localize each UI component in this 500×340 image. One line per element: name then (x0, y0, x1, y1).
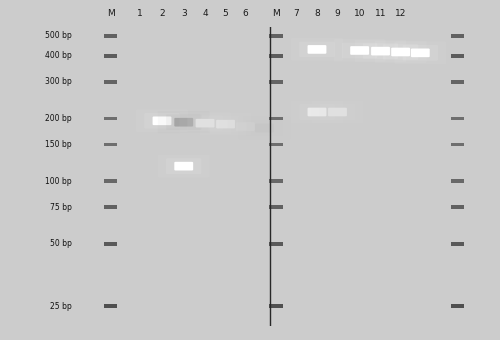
Text: 500 bp: 500 bp (45, 31, 72, 40)
Bar (104, 304, 118, 308)
Text: 4: 4 (202, 9, 208, 18)
Bar (270, 54, 282, 58)
FancyBboxPatch shape (300, 104, 334, 120)
FancyBboxPatch shape (174, 162, 193, 170)
Text: 75 bp: 75 bp (50, 203, 72, 211)
Bar (450, 80, 464, 84)
FancyBboxPatch shape (391, 48, 410, 56)
Text: 6: 6 (242, 9, 248, 18)
FancyBboxPatch shape (342, 43, 378, 58)
Bar (104, 54, 118, 58)
FancyBboxPatch shape (136, 109, 188, 132)
Bar (270, 179, 282, 183)
FancyBboxPatch shape (174, 118, 193, 126)
FancyBboxPatch shape (220, 115, 271, 138)
FancyBboxPatch shape (238, 117, 290, 139)
FancyBboxPatch shape (394, 41, 446, 64)
Bar (270, 80, 282, 84)
FancyBboxPatch shape (308, 108, 326, 116)
FancyBboxPatch shape (312, 101, 364, 123)
Bar (450, 205, 464, 209)
Bar (450, 304, 464, 308)
Bar (104, 142, 118, 147)
Bar (104, 179, 118, 183)
Text: 2: 2 (159, 9, 165, 18)
FancyBboxPatch shape (179, 112, 231, 134)
Text: 3: 3 (181, 9, 186, 18)
FancyBboxPatch shape (166, 158, 202, 174)
Text: 1: 1 (136, 9, 142, 18)
FancyBboxPatch shape (350, 46, 369, 55)
Bar (104, 80, 118, 84)
Text: 100 bp: 100 bp (45, 176, 72, 186)
Bar (270, 117, 282, 120)
Text: 11: 11 (375, 9, 386, 18)
Bar (270, 242, 282, 245)
Bar (450, 117, 464, 120)
FancyBboxPatch shape (208, 116, 243, 132)
FancyBboxPatch shape (363, 43, 398, 59)
FancyBboxPatch shape (228, 119, 263, 134)
Text: 5: 5 (222, 9, 228, 18)
FancyBboxPatch shape (308, 45, 326, 54)
FancyBboxPatch shape (320, 104, 355, 120)
Text: 12: 12 (395, 9, 406, 18)
Text: 300 bp: 300 bp (45, 78, 72, 86)
FancyBboxPatch shape (247, 120, 282, 136)
FancyBboxPatch shape (334, 39, 386, 62)
Text: 8: 8 (314, 9, 320, 18)
Bar (450, 54, 464, 58)
Text: M: M (272, 9, 280, 18)
Bar (270, 304, 282, 308)
FancyBboxPatch shape (354, 40, 406, 62)
Text: 50 bp: 50 bp (50, 239, 72, 248)
FancyBboxPatch shape (255, 124, 274, 132)
FancyBboxPatch shape (216, 120, 235, 129)
FancyBboxPatch shape (375, 41, 426, 63)
Text: M: M (107, 9, 114, 18)
Text: 7: 7 (294, 9, 300, 18)
FancyBboxPatch shape (188, 115, 222, 131)
FancyBboxPatch shape (158, 155, 210, 177)
FancyBboxPatch shape (158, 111, 210, 133)
FancyBboxPatch shape (236, 122, 255, 131)
Bar (270, 205, 282, 209)
Text: 25 bp: 25 bp (50, 302, 72, 311)
FancyBboxPatch shape (144, 113, 180, 129)
FancyBboxPatch shape (328, 108, 347, 116)
Text: 200 bp: 200 bp (45, 114, 72, 123)
FancyBboxPatch shape (196, 119, 214, 128)
Bar (270, 142, 282, 147)
FancyBboxPatch shape (166, 115, 202, 130)
FancyBboxPatch shape (371, 47, 390, 55)
Bar (104, 34, 118, 38)
Bar (104, 242, 118, 245)
FancyBboxPatch shape (402, 45, 438, 61)
Text: 150 bp: 150 bp (45, 140, 72, 149)
Text: 10: 10 (354, 9, 366, 18)
Bar (450, 242, 464, 245)
FancyBboxPatch shape (152, 117, 172, 125)
FancyBboxPatch shape (291, 101, 343, 123)
Bar (270, 34, 282, 38)
FancyBboxPatch shape (300, 41, 334, 57)
Bar (450, 179, 464, 183)
Bar (450, 34, 464, 38)
FancyBboxPatch shape (200, 113, 252, 135)
Bar (104, 117, 118, 120)
FancyBboxPatch shape (411, 49, 430, 57)
FancyBboxPatch shape (291, 38, 343, 61)
Bar (450, 142, 464, 147)
Bar (104, 205, 118, 209)
FancyBboxPatch shape (383, 44, 418, 60)
Text: 9: 9 (334, 9, 340, 18)
Text: 400 bp: 400 bp (45, 51, 72, 61)
